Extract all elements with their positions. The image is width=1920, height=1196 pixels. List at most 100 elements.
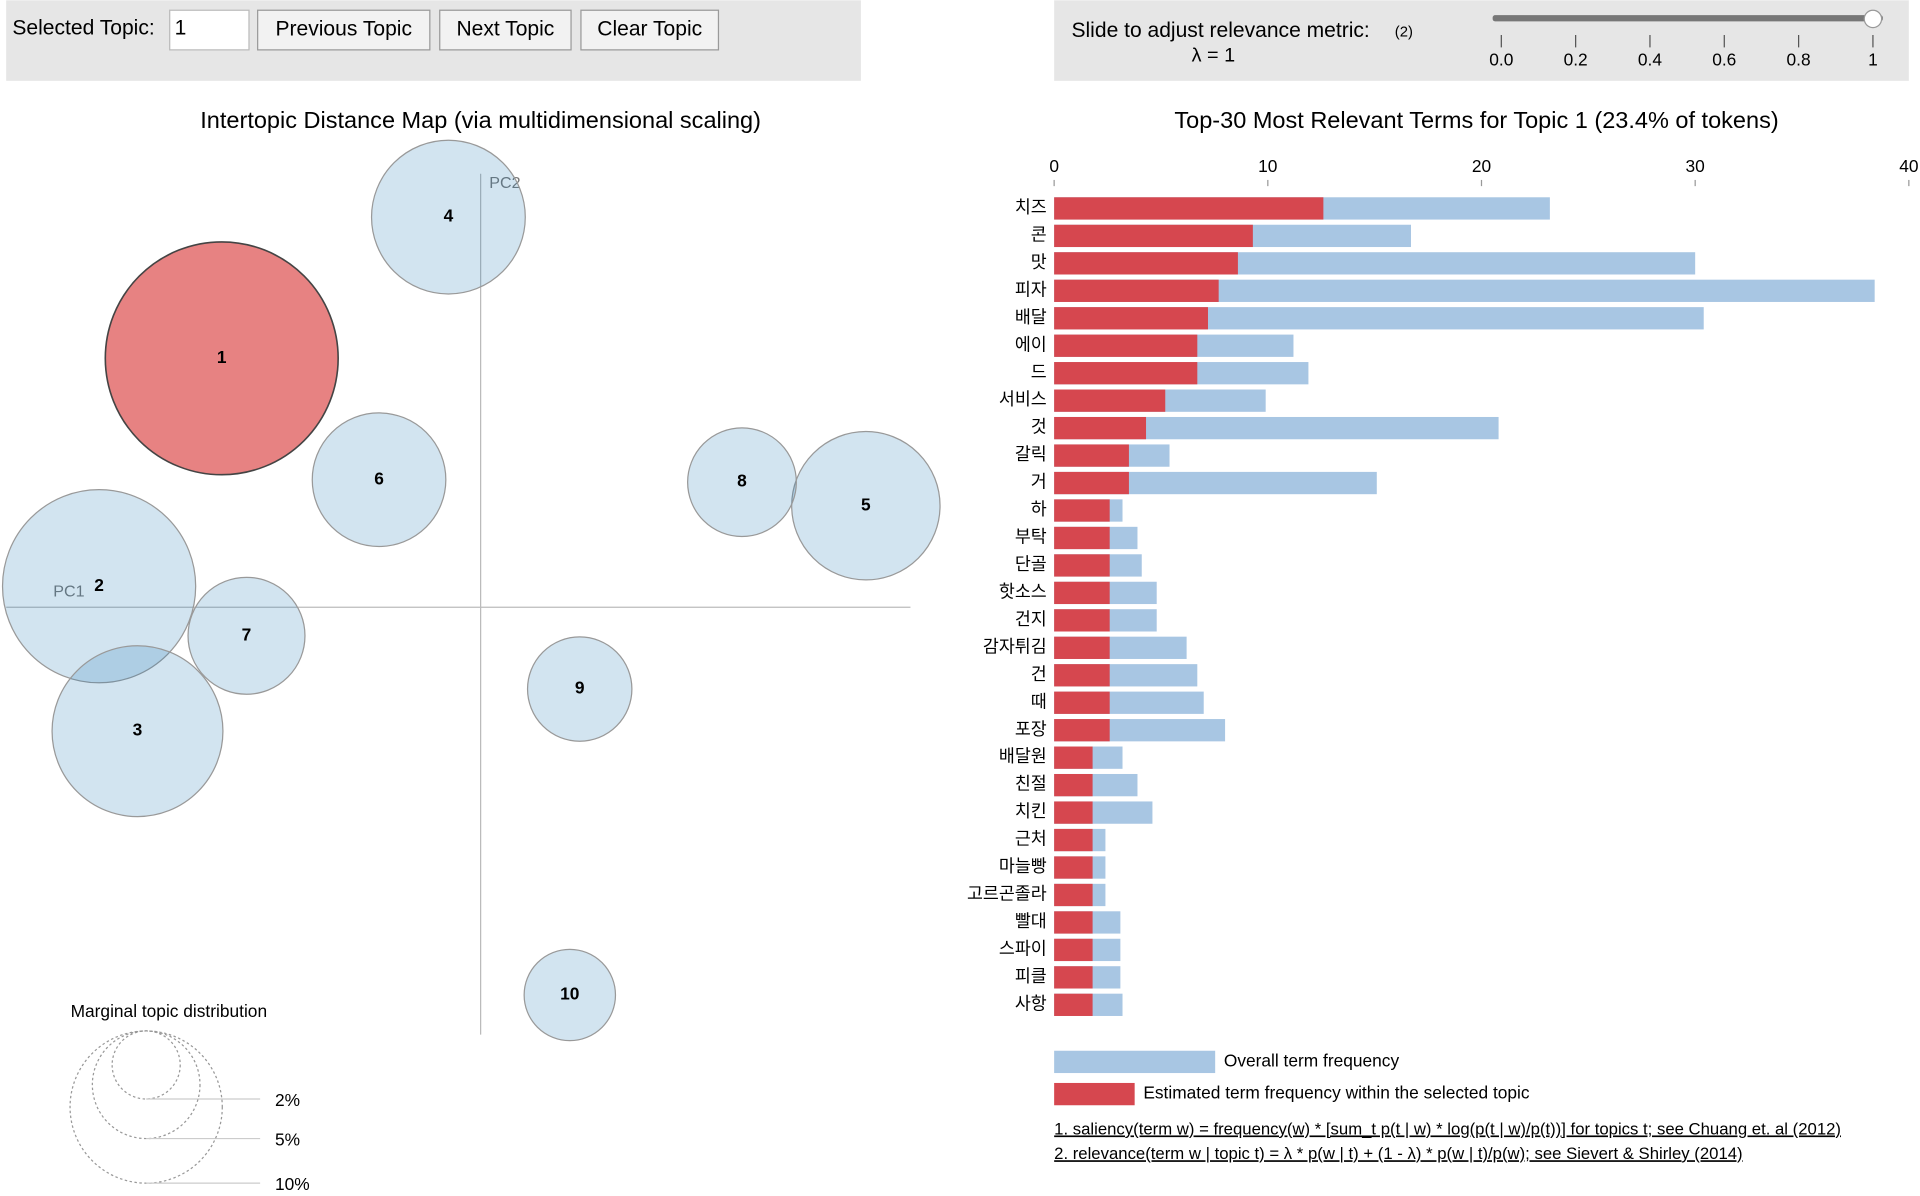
topic-circle[interactable] xyxy=(370,139,526,295)
term-label: 하 xyxy=(1031,499,1047,519)
term-label: 배달 xyxy=(1015,307,1047,327)
term-bar xyxy=(1054,636,1110,659)
topic-label: 9 xyxy=(575,678,585,698)
term-label: 것 xyxy=(1031,417,1047,437)
topic-circle[interactable] xyxy=(687,427,797,538)
term-label: 맛 xyxy=(1031,252,1047,272)
input-box[interactable] xyxy=(169,9,250,51)
legend-swatch xyxy=(1054,1050,1216,1074)
size-legend-title: Marginal topic distribution xyxy=(71,1001,267,1021)
size-legend-label: 2% xyxy=(275,1090,300,1110)
topic-circle[interactable] xyxy=(187,576,306,695)
term-label: 거 xyxy=(1031,472,1047,492)
term-label: 핫소스 xyxy=(999,581,1047,601)
term-label: 스파이 xyxy=(999,938,1047,958)
topic-circle[interactable] xyxy=(1,489,197,684)
slider-tick-label: 0.2 xyxy=(1564,50,1588,70)
legend-label: Estimated term frequency within the sele… xyxy=(1143,1083,1530,1103)
legend-label: Overall term frequency xyxy=(1224,1050,1400,1070)
term-bar xyxy=(1054,279,1875,302)
button-box[interactable] xyxy=(580,9,720,51)
button[interactable]: Next Topic xyxy=(439,9,572,51)
term-bar xyxy=(1054,773,1093,797)
bar-title: Top-30 Most Relevant Terms for Topic 1 (… xyxy=(1174,107,1778,133)
x-tick-label: 10 xyxy=(1258,156,1277,176)
slider-note: (2) xyxy=(1395,24,1413,40)
term-bar xyxy=(1054,416,1147,440)
term-bar xyxy=(1054,719,1110,742)
term-bar xyxy=(1054,938,1093,962)
term-label: 건지 xyxy=(1015,609,1047,629)
term-label: 감자튀김 xyxy=(983,636,1047,656)
term-bar xyxy=(1054,307,1208,330)
term-label: 서비스 xyxy=(999,389,1047,409)
button-label[interactable]: Next Topic xyxy=(456,18,554,41)
topic-label: 6 xyxy=(374,468,384,488)
term-bar xyxy=(1054,224,1253,248)
term-bar xyxy=(1054,444,1129,467)
term-label: 치킨 xyxy=(1015,801,1047,821)
x-tick-label: 20 xyxy=(1472,156,1491,176)
term-label: 콘 xyxy=(1031,224,1047,244)
term-label: 배달원 xyxy=(999,746,1047,766)
footnote: 1. saliency(term w) = frequency(w) * [su… xyxy=(1054,1119,1841,1138)
topic-label: 7 xyxy=(242,624,252,644)
term-bar xyxy=(1054,389,1166,412)
term-bar xyxy=(1054,499,1110,522)
size-legend-label: 5% xyxy=(275,1130,300,1150)
term-label: 포장 xyxy=(1015,719,1047,739)
slider-track[interactable] xyxy=(1492,15,1883,22)
topic-label: 8 xyxy=(737,471,747,491)
term-bar xyxy=(1054,883,1093,907)
term-bar xyxy=(1054,828,1093,852)
term-bar xyxy=(1054,746,1093,769)
slider-handle[interactable] xyxy=(1863,9,1883,29)
term-label: 고르곤졸라 xyxy=(967,884,1047,904)
slider-tick-label: 0.0 xyxy=(1489,50,1513,70)
term-bar xyxy=(1054,471,1129,495)
term-bar xyxy=(1054,664,1110,687)
size-legend-circle xyxy=(111,1030,181,1100)
x-tick-label: 30 xyxy=(1686,156,1705,176)
term-bar xyxy=(1054,252,1238,275)
topic-circle[interactable] xyxy=(523,948,617,1042)
topic-circle[interactable] xyxy=(51,645,224,818)
button[interactable]: Clear Topic xyxy=(580,9,720,51)
topic-circle[interactable] xyxy=(311,412,447,548)
term-bar xyxy=(1054,307,1704,330)
input-value[interactable]: 1 xyxy=(175,16,187,39)
selected-topic-label: Selected Topic: xyxy=(12,16,154,39)
term-label: 때 xyxy=(1031,691,1047,711)
term-bar xyxy=(1054,554,1110,577)
slider-tick-label: 0.8 xyxy=(1787,50,1811,70)
term-bar xyxy=(1054,279,1219,302)
button-box[interactable] xyxy=(257,9,431,51)
slider-tick-label: 1 xyxy=(1868,50,1878,70)
relevance-control-panel xyxy=(1054,0,1909,81)
term-bar xyxy=(1054,801,1093,824)
size-legend-circle xyxy=(91,1030,201,1140)
x-tick-label: 0 xyxy=(1049,156,1059,176)
button-label[interactable]: Clear Topic xyxy=(597,18,702,41)
pc2-label: PC2 xyxy=(489,174,520,192)
topic-circle[interactable] xyxy=(104,241,339,476)
term-label: 피자 xyxy=(1015,279,1047,299)
term-label: 마늘빵 xyxy=(999,856,1047,876)
button[interactable]: Previous Topic xyxy=(257,9,431,51)
legend-swatch xyxy=(1054,1082,1135,1106)
topic-label: 1 xyxy=(217,347,227,367)
button-box[interactable] xyxy=(439,9,572,51)
x-tick-label: 40 xyxy=(1899,156,1918,176)
pc1-label: PC1 xyxy=(53,583,84,601)
term-bar xyxy=(1054,334,1198,357)
selected-topic-input[interactable]: 1 xyxy=(169,9,250,51)
button-label[interactable]: Previous Topic xyxy=(275,18,412,41)
topic-circle[interactable] xyxy=(526,636,633,742)
term-bar xyxy=(1054,691,1110,714)
slider-tick-label: 0.4 xyxy=(1638,50,1662,70)
topic-label: 5 xyxy=(861,494,871,514)
term-bar xyxy=(1054,966,1093,989)
topic-circle[interactable] xyxy=(791,430,941,581)
topic-label: 10 xyxy=(560,984,579,1004)
